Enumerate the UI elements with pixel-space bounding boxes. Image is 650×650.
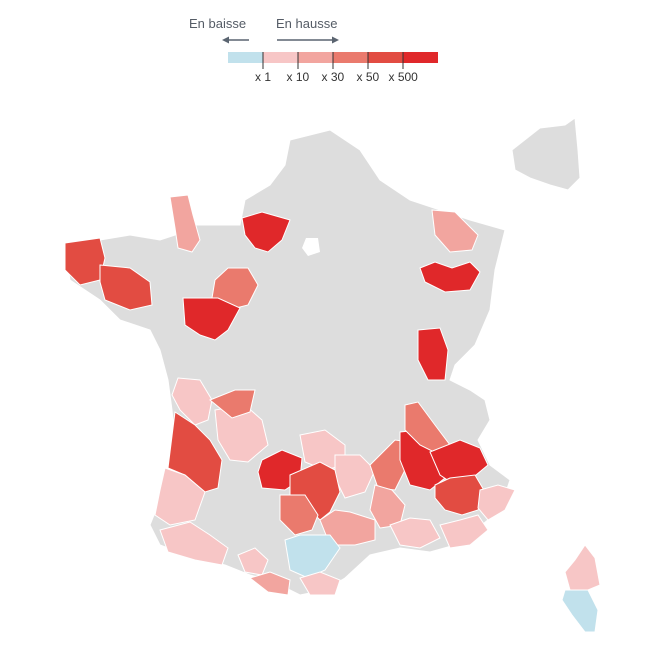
legend-graphic	[222, 36, 438, 69]
region-indre-et-loire	[182, 297, 241, 341]
region-tarn-et-garonne	[279, 494, 319, 536]
region-var	[439, 514, 489, 549]
region-hautes-alpes	[434, 474, 486, 516]
scale-tick-label: x 10	[286, 70, 310, 84]
region-savoie	[429, 439, 489, 486]
scale-tick-label: x 30	[321, 70, 345, 84]
region-haute-vienne	[209, 389, 256, 419]
region-alpes-maritimes	[477, 484, 516, 521]
corsica	[561, 544, 601, 633]
decrease-label: En baisse	[189, 16, 247, 31]
region-pyrenees-orientales	[299, 571, 341, 596]
region-gironde	[167, 411, 223, 493]
region-pyrenees-atlantiques	[159, 521, 229, 566]
scale-segment	[403, 52, 438, 63]
scale-segment	[333, 52, 368, 63]
increase-label: En hausse	[276, 16, 338, 31]
scale-segment	[298, 52, 333, 63]
scale-tick-label: x 50	[356, 70, 380, 84]
region-charente-maritime	[171, 377, 213, 426]
region-meuse-marne	[419, 261, 481, 293]
region-herault	[284, 534, 341, 579]
region-hautes-pyrenees	[237, 547, 269, 576]
region-manche	[169, 194, 201, 253]
scale-tick-label: x 500	[388, 70, 418, 84]
arrow-right-icon	[277, 36, 339, 44]
legend: En baisse En hausse x 1 x 10 x 30 x 50 x 500	[0, 0, 650, 90]
germany-shape	[511, 117, 581, 191]
arrow-left-icon	[222, 36, 249, 44]
region-moselle	[431, 209, 479, 253]
scale-segment	[228, 52, 263, 63]
scale-segment	[368, 52, 403, 63]
region-corse-du-sud	[561, 589, 599, 633]
region-jura	[417, 327, 449, 381]
region-eure	[241, 211, 291, 253]
scale-tick-label: x 1	[255, 70, 272, 84]
region-tarn	[248, 571, 291, 596]
departments	[64, 194, 516, 596]
region-morbihan	[99, 264, 153, 311]
germany-fragment	[511, 117, 581, 191]
scale-segment	[263, 52, 298, 63]
region-haute-corse	[564, 544, 601, 591]
paris-area	[302, 238, 320, 256]
region-landes	[154, 467, 206, 526]
region-vaucluse	[389, 517, 441, 549]
color-scale	[228, 52, 438, 69]
